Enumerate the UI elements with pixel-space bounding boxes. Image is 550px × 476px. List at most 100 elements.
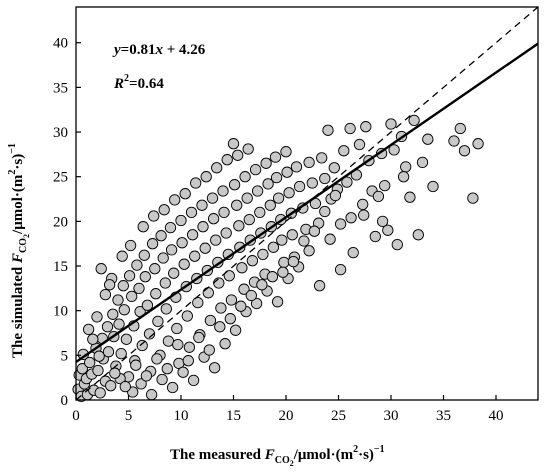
data-point-74 <box>202 287 214 299</box>
data-point-3 <box>76 363 88 375</box>
data-point-177 <box>145 388 158 401</box>
data-point-122 <box>286 229 298 241</box>
data-point-219 <box>151 353 163 365</box>
data-point-54 <box>168 267 180 279</box>
data-point-211 <box>242 143 254 155</box>
data-point-235 <box>319 205 331 218</box>
x-tick-label-30: 30 <box>384 408 399 424</box>
x-tick-label-20: 20 <box>279 408 294 424</box>
data-point-75 <box>204 314 217 327</box>
data-point-42 <box>146 238 159 250</box>
y-tick-label-20: 20 <box>53 214 68 230</box>
data-point-87 <box>225 294 238 306</box>
data-point-11 <box>92 364 104 377</box>
data-point-89 <box>228 179 241 191</box>
data-point-214 <box>93 350 105 362</box>
data-point-138 <box>334 218 347 230</box>
data-point-111 <box>267 241 280 253</box>
data-point-176 <box>135 378 147 390</box>
points-layer <box>72 114 484 403</box>
data-point-94 <box>238 283 250 295</box>
data-point-234 <box>308 225 321 237</box>
data-point-86 <box>223 270 235 282</box>
data-point-133 <box>319 172 331 185</box>
data-point-162 <box>416 156 429 169</box>
x-tick-label-10: 10 <box>174 408 189 424</box>
data-point-56 <box>171 322 183 335</box>
data-point-25 <box>117 280 129 292</box>
data-point-44 <box>150 288 162 300</box>
data-point-155 <box>388 144 400 156</box>
data-point-22 <box>112 294 124 306</box>
data-point-161 <box>412 229 424 241</box>
data-point-145 <box>357 198 369 211</box>
data-point-59 <box>176 237 188 249</box>
data-point-91 <box>233 220 245 232</box>
data-point-172 <box>99 288 112 301</box>
data-point-231 <box>277 266 289 278</box>
y-tick-label-40: 40 <box>53 36 68 52</box>
data-point-146 <box>360 121 372 133</box>
data-point-101 <box>249 163 262 176</box>
x-axis-ticks: 0 5 10 15 20 25 30 35 40 <box>72 395 504 424</box>
data-point-226 <box>224 313 236 325</box>
plot-frame <box>75 6 539 401</box>
data-point-150 <box>372 190 385 203</box>
x-tick-label-25: 25 <box>331 408 346 424</box>
data-point-88 <box>227 138 240 150</box>
data-point-144 <box>353 138 366 151</box>
data-point-152 <box>379 179 391 192</box>
data-point-183 <box>208 362 221 374</box>
data-point-154 <box>385 118 397 130</box>
y-tick-label-30: 30 <box>53 125 68 141</box>
data-point-82 <box>217 185 229 197</box>
data-point-168 <box>467 192 479 204</box>
data-point-195 <box>334 263 347 276</box>
data-point-114 <box>272 192 285 204</box>
data-point-26 <box>118 304 130 316</box>
data-point-37 <box>138 249 150 261</box>
data-point-192 <box>303 245 315 257</box>
data-point-64 <box>185 206 198 219</box>
data-point-205 <box>179 188 191 200</box>
data-point-165 <box>448 135 460 147</box>
data-point-179 <box>166 381 179 394</box>
data-point-62 <box>181 310 193 322</box>
data-point-163 <box>422 133 434 145</box>
equation-annotation: y=0.81x + 4.26 <box>112 42 206 58</box>
x-axis-label: The measured FCO2/μmol·(m2·s)−1 <box>170 444 385 468</box>
data-point-206 <box>190 177 202 189</box>
data-point-202 <box>148 210 160 222</box>
x-tick-label-15: 15 <box>226 408 241 424</box>
data-point-132 <box>316 152 328 164</box>
data-point-78 <box>210 234 222 246</box>
data-point-50 <box>160 303 172 315</box>
data-point-187 <box>250 297 263 310</box>
data-point-99 <box>246 255 259 267</box>
data-point-66 <box>189 250 201 262</box>
regression-line <box>75 42 539 363</box>
data-point-49 <box>159 277 171 289</box>
data-point-136 <box>328 162 340 174</box>
data-point-170 <box>82 323 95 336</box>
data-point-201 <box>137 221 149 233</box>
data-point-29 <box>123 270 136 282</box>
data-point-81 <box>215 302 227 314</box>
data-point-156 <box>391 238 403 251</box>
data-point-215 <box>109 367 121 379</box>
data-point-203 <box>158 204 170 216</box>
data-point-97 <box>243 213 255 226</box>
data-point-228 <box>245 289 257 302</box>
data-point-117 <box>278 256 290 269</box>
data-point-209 <box>221 154 233 166</box>
data-point-139 <box>338 145 350 157</box>
lines-layer <box>75 6 539 401</box>
data-point-198 <box>103 279 116 291</box>
data-point-43 <box>149 263 161 275</box>
data-point-102 <box>251 185 264 197</box>
data-point-199 <box>116 250 128 262</box>
y-tick-label-15: 15 <box>53 259 68 275</box>
data-point-76 <box>206 192 219 204</box>
data-point-196 <box>345 212 357 224</box>
data-point-38 <box>139 271 151 283</box>
